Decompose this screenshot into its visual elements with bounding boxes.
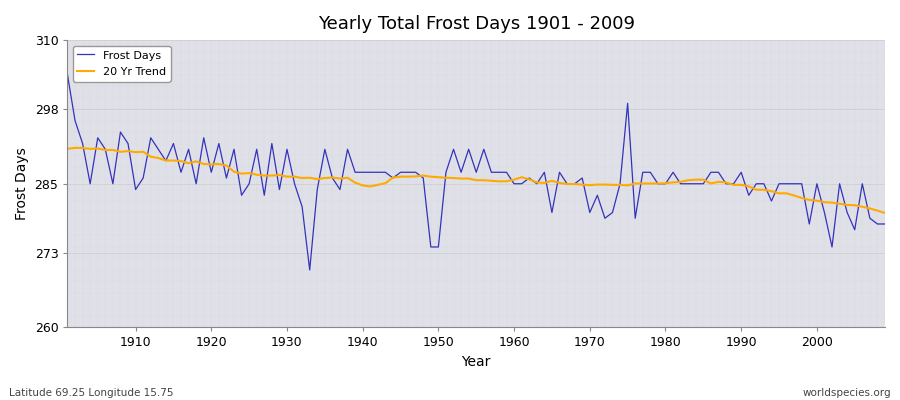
Frost Days bbox=[608, 210, 618, 215]
20 Yr Trend bbox=[69, 146, 80, 150]
Line: 20 Yr Trend: 20 Yr Trend bbox=[68, 148, 885, 213]
20 Yr Trend bbox=[879, 211, 890, 216]
Frost Days bbox=[62, 72, 73, 77]
20 Yr Trend bbox=[297, 176, 308, 180]
20 Yr Trend bbox=[508, 177, 519, 182]
Title: Yearly Total Frost Days 1901 - 2009: Yearly Total Frost Days 1901 - 2009 bbox=[318, 15, 634, 33]
Frost Days bbox=[517, 181, 527, 186]
Text: Latitude 69.25 Longitude 15.75: Latitude 69.25 Longitude 15.75 bbox=[9, 388, 174, 398]
Frost Days bbox=[304, 268, 315, 272]
Legend: Frost Days, 20 Yr Trend: Frost Days, 20 Yr Trend bbox=[73, 46, 171, 82]
Frost Days bbox=[508, 181, 519, 186]
Y-axis label: Frost Days: Frost Days bbox=[15, 147, 29, 220]
20 Yr Trend bbox=[62, 146, 73, 151]
20 Yr Trend bbox=[608, 182, 618, 187]
20 Yr Trend bbox=[517, 175, 527, 180]
20 Yr Trend bbox=[130, 150, 141, 154]
Frost Days bbox=[879, 222, 890, 226]
20 Yr Trend bbox=[342, 175, 353, 180]
Text: worldspecies.org: worldspecies.org bbox=[803, 388, 891, 398]
Frost Days bbox=[289, 181, 300, 186]
Line: Frost Days: Frost Days bbox=[68, 74, 885, 270]
Frost Days bbox=[342, 147, 353, 152]
Frost Days bbox=[122, 141, 133, 146]
X-axis label: Year: Year bbox=[462, 355, 490, 369]
